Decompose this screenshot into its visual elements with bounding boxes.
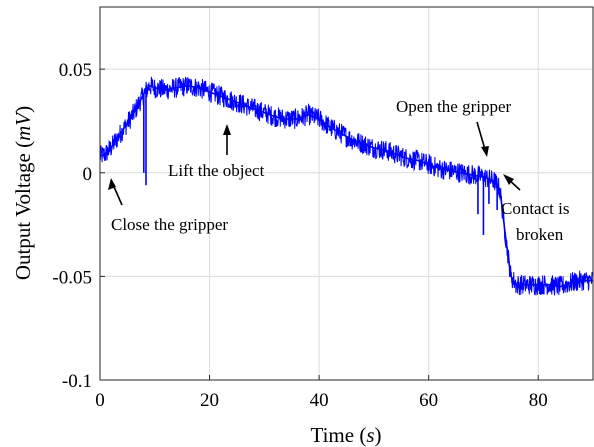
y-tick-label: 0.05 [59,60,92,81]
x-tick-label: 0 [95,390,105,411]
annotation-open-gripper: Open the gripper [396,97,512,116]
arrow-close-gripper [108,178,123,206]
y-tick-label: 0 [83,164,93,185]
x-tick-label: 20 [200,390,219,411]
x-tick-label: 60 [419,390,438,411]
y-tick-label: -0.1 [62,371,92,392]
arrow-contact-broken [503,174,521,191]
axes-box [99,6,594,381]
annotation-close-gripper: Close the gripper [111,215,228,234]
x-axis-label: Time (s) [310,423,381,447]
annotation-contact-broken-line2: broken [516,225,564,244]
arrow-open-gripper [476,121,489,157]
annotation-contact-broken-line1: Contact is [501,199,569,218]
output-voltage-noise [99,76,594,296]
ticks: 0 20 40 60 80 0.05 0 -0.05 -0.1 [52,60,547,411]
arrow-lift-object [223,124,231,155]
y-axis-label: Output Voltage (mV) [11,106,35,280]
x-tick-label: 40 [310,390,329,411]
annotation-lift-object: Lift the object [168,161,265,180]
y-tick-label: -0.05 [52,267,92,288]
annotations: Close the gripper Lift the object Open t… [108,97,569,244]
data-series [99,76,594,296]
x-tick-label: 80 [529,390,548,411]
